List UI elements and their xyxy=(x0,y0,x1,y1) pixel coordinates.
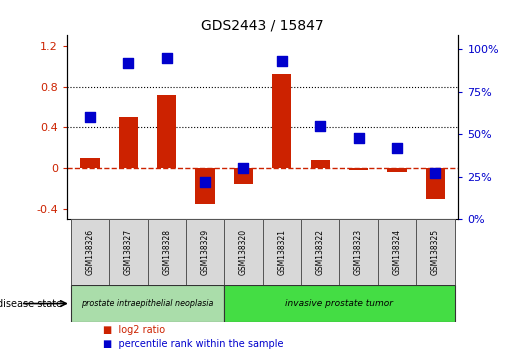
Bar xyxy=(426,169,445,199)
Bar xyxy=(80,158,99,169)
Bar xyxy=(224,219,263,285)
Bar xyxy=(186,219,224,285)
Text: GSM138327: GSM138327 xyxy=(124,229,133,275)
Text: GSM138321: GSM138321 xyxy=(278,229,286,275)
Bar xyxy=(196,169,215,204)
Bar xyxy=(234,169,253,184)
Bar xyxy=(263,219,301,285)
Text: GSM138324: GSM138324 xyxy=(392,229,402,275)
Point xyxy=(239,166,248,171)
Text: GSM138323: GSM138323 xyxy=(354,229,363,275)
Bar xyxy=(109,219,147,285)
Text: GSM138326: GSM138326 xyxy=(85,229,94,275)
Point xyxy=(124,60,132,65)
Bar xyxy=(301,219,339,285)
Text: GSM138325: GSM138325 xyxy=(431,229,440,275)
Title: GDS2443 / 15847: GDS2443 / 15847 xyxy=(201,19,324,33)
Bar xyxy=(147,219,186,285)
Bar xyxy=(71,285,224,322)
Text: ■  percentile rank within the sample: ■ percentile rank within the sample xyxy=(103,339,283,349)
Point xyxy=(86,114,94,120)
Point xyxy=(316,123,324,129)
Point xyxy=(201,179,209,185)
Point xyxy=(431,171,439,176)
Text: GSM138328: GSM138328 xyxy=(162,229,171,275)
Bar xyxy=(349,169,368,170)
Text: GSM138320: GSM138320 xyxy=(239,229,248,275)
Bar xyxy=(387,169,406,172)
Text: prostate intraepithelial neoplasia: prostate intraepithelial neoplasia xyxy=(81,299,214,308)
Text: GSM138329: GSM138329 xyxy=(200,229,210,275)
Text: ■  log2 ratio: ■ log2 ratio xyxy=(103,325,165,335)
Bar xyxy=(416,219,455,285)
Point xyxy=(354,135,363,141)
Point xyxy=(393,145,401,151)
Point xyxy=(278,58,286,64)
Bar xyxy=(71,219,109,285)
Bar xyxy=(157,95,176,169)
Bar xyxy=(224,285,455,322)
Bar xyxy=(119,117,138,169)
Text: GSM138322: GSM138322 xyxy=(316,229,325,275)
Text: disease state: disease state xyxy=(0,298,62,309)
Bar xyxy=(378,219,416,285)
Bar xyxy=(272,74,291,169)
Point xyxy=(163,55,171,61)
Text: invasive prostate tumor: invasive prostate tumor xyxy=(285,299,393,308)
Bar xyxy=(311,160,330,169)
Bar xyxy=(339,219,378,285)
